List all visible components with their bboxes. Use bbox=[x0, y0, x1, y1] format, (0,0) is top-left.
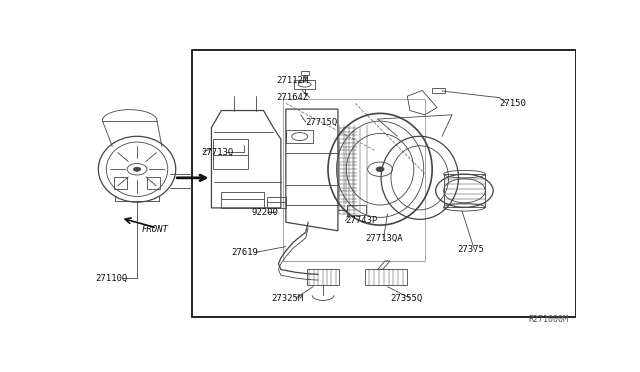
Text: 27325M: 27325M bbox=[271, 294, 303, 303]
Text: 92200: 92200 bbox=[251, 208, 278, 217]
Text: R271000M: R271000M bbox=[529, 315, 568, 324]
Text: 27164Z: 27164Z bbox=[276, 93, 308, 102]
Bar bbox=[286, 130, 313, 144]
Bar bbox=[147, 177, 161, 189]
Bar bbox=[444, 174, 485, 207]
Circle shape bbox=[376, 167, 384, 171]
Bar bbox=[365, 269, 407, 285]
Bar bbox=[307, 269, 339, 285]
Text: 27150: 27150 bbox=[499, 99, 526, 108]
Bar bbox=[284, 99, 425, 261]
Circle shape bbox=[134, 167, 141, 171]
Text: 27713Q: 27713Q bbox=[202, 148, 234, 157]
Bar bbox=[213, 139, 248, 169]
Text: FRONT: FRONT bbox=[142, 225, 169, 234]
Bar bbox=[268, 197, 286, 208]
Bar bbox=[191, 50, 576, 317]
Bar bbox=[301, 71, 308, 75]
Bar bbox=[347, 205, 365, 215]
Bar bbox=[432, 88, 445, 93]
Bar bbox=[114, 177, 127, 189]
Text: 27110Q: 27110Q bbox=[95, 273, 127, 283]
Text: 27743P: 27743P bbox=[346, 216, 378, 225]
Text: 27619: 27619 bbox=[231, 248, 258, 257]
Text: 27355Q: 27355Q bbox=[390, 294, 422, 303]
Text: 27375: 27375 bbox=[457, 245, 484, 254]
Bar bbox=[221, 192, 264, 208]
Bar bbox=[294, 80, 315, 89]
Text: 27112M: 27112M bbox=[276, 76, 308, 85]
Text: 27715Q: 27715Q bbox=[306, 118, 338, 126]
Text: 27713QA: 27713QA bbox=[365, 234, 403, 243]
